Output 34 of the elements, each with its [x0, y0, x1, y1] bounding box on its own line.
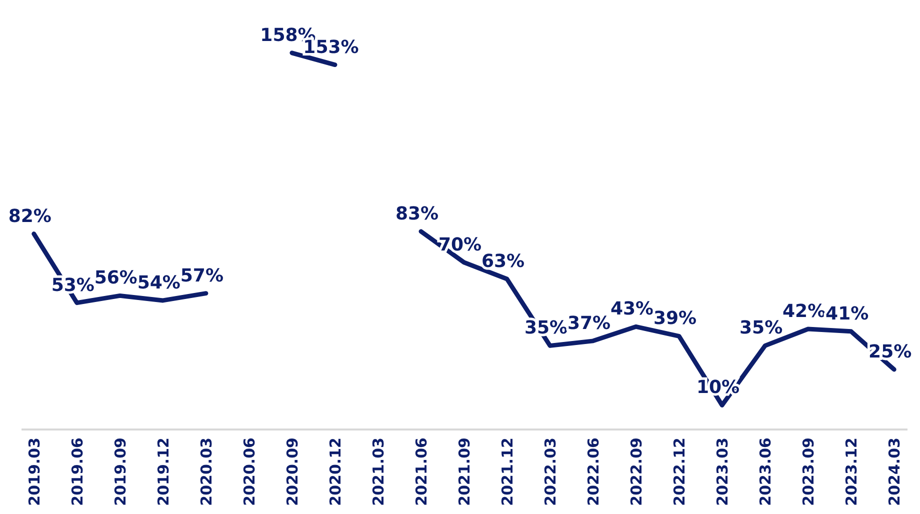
- data-label: 37%: [567, 312, 611, 334]
- x-tick-label: 2022.12: [670, 438, 689, 506]
- x-tick-label: 2022.06: [584, 438, 603, 506]
- x-tick-label: 2023.03: [714, 438, 732, 506]
- x-tick-label: 2022.09: [628, 438, 646, 506]
- data-label: 56%: [94, 268, 138, 289]
- x-tick-label: 2024.03: [886, 438, 904, 506]
- data-label: 41%: [826, 303, 869, 324]
- data-label: 35%: [740, 318, 783, 339]
- x-tick-label: 2020.09: [283, 438, 302, 506]
- x-tick-label: 2019.06: [68, 438, 86, 506]
- data-label: 42%: [782, 301, 826, 322]
- x-tick-label: 2020.12: [326, 438, 344, 506]
- data-label: 63%: [481, 251, 525, 272]
- data-label: 43%: [610, 298, 654, 320]
- x-tick-label: 2022.03: [542, 438, 560, 506]
- x-tick-label: 2019.09: [111, 438, 130, 506]
- x-tick-label: 2023.06: [756, 438, 775, 506]
- data-label: 83%: [395, 203, 439, 224]
- data-label: 39%: [654, 308, 697, 330]
- x-tick-label: 2020.06: [240, 438, 258, 506]
- x-tick-label: 2021.09: [456, 438, 474, 506]
- x-tick-label: 2023.09: [800, 438, 818, 506]
- x-tick-label: 2023.12: [842, 438, 861, 506]
- data-label: 57%: [180, 265, 224, 286]
- x-tick-label: 2019.03: [25, 438, 44, 506]
- x-tick-label: 2021.06: [412, 438, 430, 506]
- data-label: 82%: [8, 206, 52, 227]
- data-label: 70%: [438, 234, 482, 256]
- x-tick-label: 2021.03: [369, 438, 388, 506]
- x-tick-label: 2020.03: [197, 438, 216, 506]
- data-label: 54%: [137, 272, 180, 294]
- x-tick-label: 2019.12: [154, 438, 172, 506]
- x-tick-label: 2021.12: [498, 438, 517, 506]
